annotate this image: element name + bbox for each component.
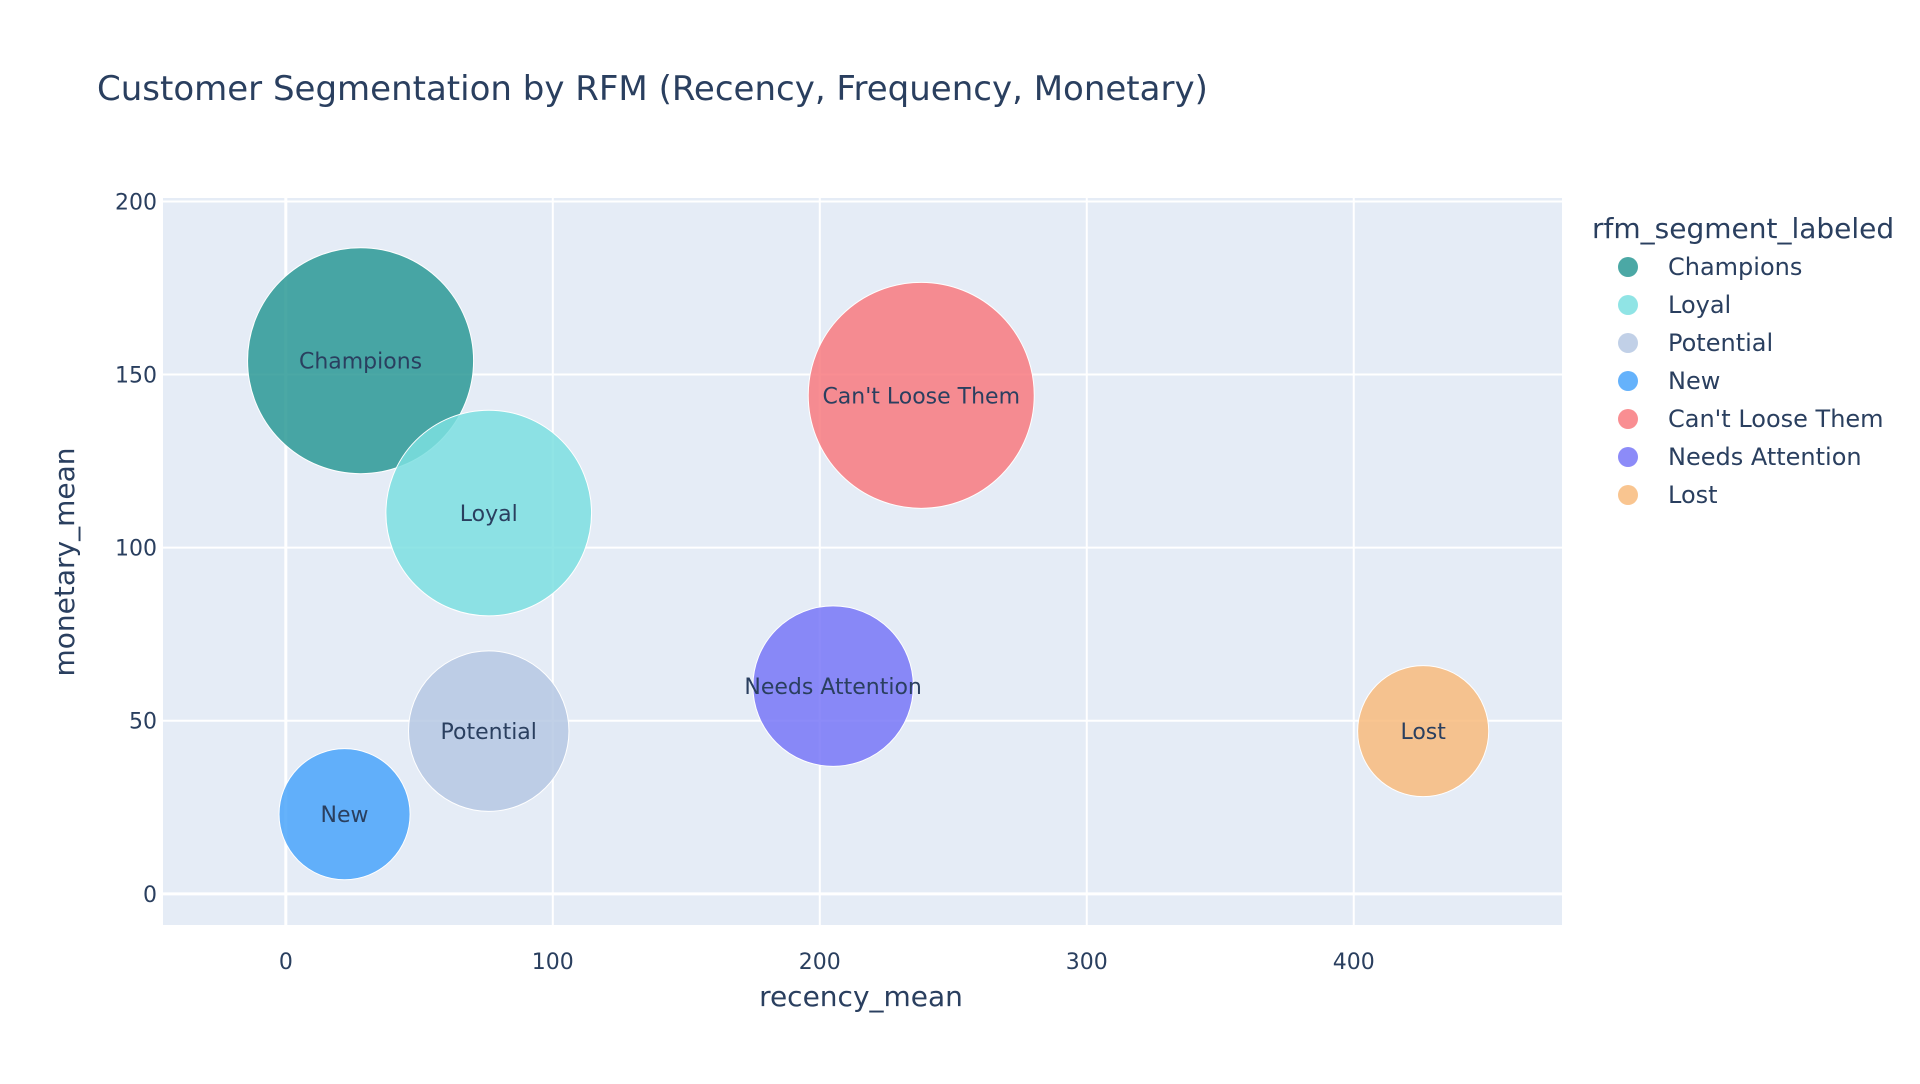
- bubble-label: Champions: [299, 350, 422, 375]
- legend-item: Lost: [1618, 481, 1718, 509]
- legend-swatch-icon: [1618, 447, 1638, 467]
- legend-swatch-icon: [1618, 295, 1638, 315]
- y-tick-label: 200: [115, 190, 157, 215]
- legend-item-label: Champions: [1668, 253, 1802, 281]
- x-tick-label: 0: [279, 950, 293, 975]
- legend-item-label: Loyal: [1668, 291, 1731, 319]
- legend-swatch-icon: [1618, 409, 1638, 429]
- x-tick-label: 100: [532, 950, 574, 975]
- bubble-marker: [807, 281, 1035, 509]
- x-tick-label: 200: [799, 950, 841, 975]
- y-tick-label: 0: [143, 883, 157, 908]
- bubble-marker: [752, 605, 914, 767]
- legend-items: Champions Loyal Potential New Can't Loose Th…: [1618, 253, 1884, 509]
- legend-title: rfm_segment_labeled: [1592, 212, 1894, 245]
- x-tick-label: 300: [1066, 950, 1108, 975]
- legend: rfm_segment_labeled Champions Loyal Potent…: [1592, 212, 1894, 509]
- bubble-marker: [278, 748, 411, 881]
- bubble-marker: [247, 247, 475, 475]
- legend-item-label: Lost: [1668, 481, 1718, 509]
- y-tick-label: 50: [129, 710, 157, 735]
- bubble-marker: [385, 409, 593, 617]
- legend-item: Potential: [1618, 329, 1773, 357]
- legend-item-label: Potential: [1668, 329, 1773, 357]
- bubble-marker: [407, 650, 570, 812]
- y-tick-label: 100: [115, 537, 157, 562]
- legend-item: Loyal: [1618, 291, 1731, 319]
- bubble-label: Lost: [1400, 720, 1446, 745]
- bubble-labels: Champions Loyal Potential New Can't Loose Th…: [299, 350, 1446, 829]
- axis-ticks: 0 100 200 300 400 0 50 100 150 200: [115, 190, 1375, 975]
- legend-swatch-icon: [1618, 333, 1638, 353]
- legend-item-label: New: [1668, 367, 1720, 395]
- legend-item: New: [1618, 367, 1720, 395]
- y-axis-title: monetary_mean: [48, 447, 81, 676]
- legend-item-label: Can't Loose Them: [1668, 405, 1884, 433]
- bubble-label: Needs Attention: [744, 675, 921, 700]
- bubble-marker: [1357, 665, 1490, 798]
- bubble-label: New: [321, 803, 369, 828]
- legend-swatch-icon: [1618, 371, 1638, 391]
- legend-swatch-icon: [1618, 257, 1638, 277]
- bubble-label: Can't Loose Them: [822, 384, 1020, 409]
- bubbles: [247, 247, 1490, 881]
- y-tick-label: 150: [115, 364, 157, 389]
- x-tick-label: 400: [1333, 950, 1375, 975]
- legend-item-label: Needs Attention: [1668, 443, 1862, 471]
- bubble-label: Loyal: [460, 502, 518, 527]
- legend-item: Needs Attention: [1618, 443, 1862, 471]
- legend-item: Champions: [1618, 253, 1802, 281]
- legend-swatch-icon: [1618, 485, 1638, 505]
- bubble-label: Potential: [441, 720, 537, 745]
- x-axis-title: recency_mean: [759, 980, 963, 1013]
- legend-item: Can't Loose Them: [1618, 405, 1884, 433]
- chart-title: Customer Segmentation by RFM (Recency, F…: [97, 69, 1208, 109]
